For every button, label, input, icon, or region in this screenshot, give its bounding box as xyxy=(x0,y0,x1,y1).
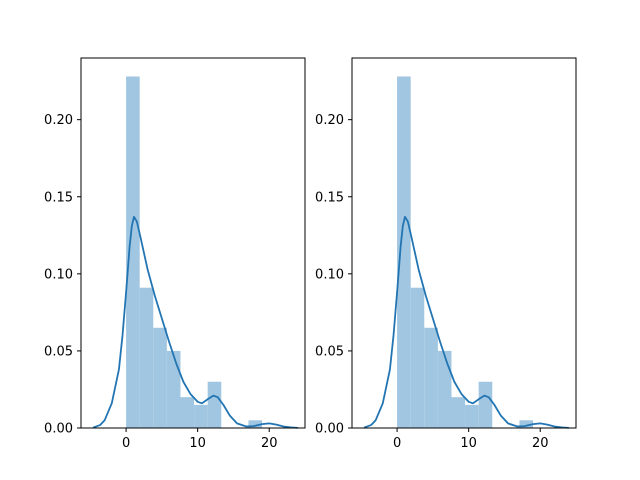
histogram-bar xyxy=(478,381,493,428)
histogram-bar xyxy=(248,420,263,428)
histogram-bar xyxy=(139,287,154,428)
y-tick-label: 0.00 xyxy=(44,422,73,437)
axes-frame xyxy=(80,57,306,429)
histogram-bar xyxy=(437,350,452,428)
histogram-bar xyxy=(410,287,425,428)
y-tick-label: 0.05 xyxy=(44,344,73,359)
y-tick-label: 0.10 xyxy=(315,267,344,282)
y-tick-label: 0.15 xyxy=(44,190,73,205)
y-tick-label: 0.10 xyxy=(44,267,73,282)
histogram-bar xyxy=(397,76,411,428)
histogram-bar xyxy=(194,404,208,428)
x-tick-label: 10 xyxy=(189,436,206,451)
kde-curve xyxy=(363,215,569,429)
histogram-bar xyxy=(180,397,195,428)
x-tick-label: 20 xyxy=(532,436,549,451)
histogram-bar xyxy=(153,327,167,428)
y-tick-label: 0.15 xyxy=(315,190,344,205)
y-tick-label: 0.20 xyxy=(44,113,73,128)
histogram-bar xyxy=(451,397,466,428)
kde-curve xyxy=(92,215,298,429)
axes-frame xyxy=(351,57,577,429)
left-distribution-panel: 0 10 20 0.00 0.05 0.10 0.15 0.20 xyxy=(44,57,306,451)
y-tick-label: 0.00 xyxy=(315,422,344,437)
right-distribution-panel: 0 10 20 0.00 0.05 0.10 0.15 0.20 xyxy=(315,57,577,451)
histogram-bar xyxy=(519,420,534,428)
x-tick-label: 0 xyxy=(393,436,401,451)
histogram-bar xyxy=(207,381,222,428)
histogram-bar xyxy=(126,76,140,428)
histogram-bar xyxy=(424,327,438,428)
histogram-bar xyxy=(166,350,181,428)
x-tick-label: 10 xyxy=(460,436,477,451)
y-tick-label: 0.05 xyxy=(315,344,344,359)
x-tick-label: 20 xyxy=(261,436,278,451)
y-tick-label: 0.20 xyxy=(315,113,344,128)
histogram-bar xyxy=(465,404,479,428)
x-tick-label: 0 xyxy=(122,436,130,451)
